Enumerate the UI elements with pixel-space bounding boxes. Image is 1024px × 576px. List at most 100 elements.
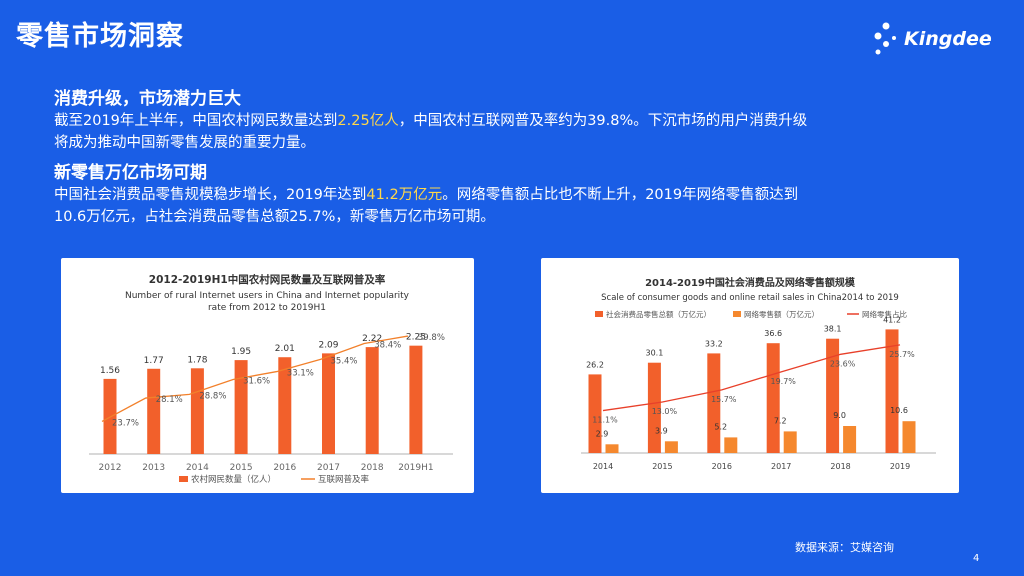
logo-text: Kingdee [904, 28, 992, 50]
x-tick-label: 2014 [593, 462, 613, 471]
chart-subtitle: Scale of consumer goods and online retai… [601, 293, 899, 303]
bar-data-label: 38.1 [824, 325, 842, 334]
x-tick-label: 2017 [317, 463, 340, 473]
bar [234, 360, 248, 454]
bar-data-label: 9.0 [833, 411, 846, 420]
bar-data-label: 2.09 [318, 340, 338, 350]
body-line: 截至2019年上半年，中国农村网民数量达到2.25亿人，中国农村互联网普及率约为… [54, 113, 808, 129]
bar-total [885, 329, 899, 453]
chart-panel-retail-sales: 2014-2019中国社会消费品及网络零售额规模 Scale of consume… [541, 258, 959, 493]
legend-swatch-total [595, 311, 603, 317]
x-tick-label: 2019H1 [398, 463, 433, 473]
bar-data-label: 33.2 [705, 339, 723, 348]
bar-data-label: 2.25 [406, 333, 426, 343]
bar-total [766, 343, 780, 453]
x-tick-label: 2015 [652, 462, 672, 471]
bar-total [647, 362, 661, 453]
chart-retail-sales: 2014-2019中国社会消费品及网络零售额规模 Scale of consume… [581, 276, 936, 471]
section-body: 截至2019年上半年，中国农村网民数量达到2.25亿人，中国农村互联网普及率约为… [54, 110, 954, 154]
bar [365, 347, 379, 454]
chart-subtitle: Number of rural Internet users in China … [125, 291, 410, 301]
x-tick-label: 2019 [890, 462, 910, 471]
line-data-label: 38.4% [374, 340, 401, 350]
logo-dots-icon [874, 22, 896, 55]
bar [409, 345, 423, 454]
section-consumption-upgrade: 消费升级，市场潜力巨大 截至2019年上半年，中国农村网民数量达到2.25亿人，… [54, 88, 954, 154]
bar-data-label: 41.2 [883, 315, 901, 324]
bar-total [707, 353, 721, 453]
line-data-label: 23.7% [112, 418, 139, 428]
x-tick-label: 2016 [712, 462, 732, 471]
line-data-label: 28.1% [156, 395, 183, 405]
body-line: 将成为推动中国新零售发展的重要力量。 [54, 135, 315, 151]
bar-data-label: 5.2 [714, 422, 727, 431]
bar-data-label: 10.6 [890, 406, 908, 415]
x-tick-label: 2012 [99, 463, 122, 473]
x-tick-label: 2016 [273, 463, 296, 473]
bar-total [588, 374, 602, 453]
line-data-label: 35.4% [331, 356, 358, 366]
line-data-label: 19.7% [770, 377, 796, 386]
series-line [602, 344, 901, 412]
series-line [101, 335, 409, 422]
bar [190, 368, 204, 454]
line-data-label: 31.6% [243, 377, 270, 387]
section-body: 中国社会消费品零售规模稳步增长，2019年达到41.2万亿元。网络零售额占比也不… [54, 184, 954, 228]
bar-data-label: 2.22 [362, 334, 382, 344]
bar-data-label: 1.77 [144, 356, 164, 366]
legend-label: 网络零售额（万亿元） [744, 309, 819, 319]
line-data-label: 28.8% [199, 391, 226, 401]
x-tick-label: 2015 [230, 463, 253, 473]
legend-swatch-online [733, 311, 741, 317]
line-data-label: 23.6% [830, 359, 856, 368]
data-source: 数据来源：艾媒咨询 [795, 541, 894, 554]
bar [147, 368, 161, 454]
bar-data-label: 30.1 [645, 349, 663, 358]
page-number: 4 [973, 553, 980, 564]
line-data-label: 25.7% [889, 350, 915, 359]
bar-data-label: 3.9 [655, 426, 668, 435]
chart-title: 2014-2019中国社会消费品及网络零售额规模 [645, 276, 856, 289]
chart-rural-internet: 2012-2019H1中国农村网民数量及互联网普及率 Number of rura… [89, 273, 453, 485]
bar-online [605, 444, 619, 453]
x-tick-label: 2017 [771, 462, 791, 471]
x-tick-label: 2014 [186, 463, 209, 473]
line-data-label: 15.7% [711, 395, 737, 404]
highlight-value: 41.2万亿元 [366, 187, 443, 203]
x-tick-label: 2018 [361, 463, 384, 473]
section-heading: 新零售万亿市场可期 [54, 163, 207, 183]
section-heading: 消费升级，市场潜力巨大 [54, 89, 241, 109]
bar-online [783, 431, 797, 453]
x-tick-label: 2013 [142, 463, 165, 473]
legend-label: 网络零售占比 [862, 309, 907, 319]
bar-online [843, 426, 857, 453]
line-data-label: 39.8% [418, 333, 445, 343]
page-title: 零售市场洞察 [16, 21, 184, 52]
bar-data-label: 2.9 [596, 429, 609, 438]
bar-online [664, 441, 678, 453]
legend-label: 社会消费品零售总额（万亿元） [606, 309, 711, 319]
legend-label: 互联网普及率 [318, 474, 370, 485]
body-line: 10.6万亿元，占社会消费品零售总额25.7%，新零售万亿市场可期。 [54, 209, 495, 225]
bar-data-label: 1.95 [231, 347, 251, 357]
kingdee-logo: Kingdee [872, 22, 1002, 56]
line-data-label: 33.1% [287, 369, 314, 379]
bar-total [826, 338, 840, 453]
bar [322, 353, 335, 454]
bar-data-label: 1.78 [187, 355, 207, 365]
bar-data-label: 1.56 [100, 366, 120, 376]
section-new-retail: 新零售万亿市场可期 中国社会消费品零售规模稳步增长，2019年达到41.2万亿元… [54, 162, 954, 228]
bar-online [724, 437, 738, 453]
chart-panel-rural-internet: 2012-2019H1中国农村网民数量及互联网普及率 Number of rura… [61, 258, 474, 493]
bar [278, 357, 292, 454]
bar-online [902, 421, 916, 453]
body-line: 中国社会消费品零售规模稳步增长，2019年达到41.2万亿元。网络零售额占比也不… [54, 187, 799, 203]
bar-data-label: 36.6 [764, 329, 782, 338]
line-data-label: 13.0% [652, 407, 678, 416]
legend-swatch-bars [179, 476, 188, 482]
x-tick-label: 2018 [830, 462, 850, 471]
bar-data-label: 2.01 [275, 344, 295, 354]
chart-title: 2012-2019H1中国农村网民数量及互联网普及率 [149, 273, 386, 286]
line-data-label: 11.1% [592, 416, 618, 425]
bar-data-label: 26.2 [586, 360, 604, 369]
